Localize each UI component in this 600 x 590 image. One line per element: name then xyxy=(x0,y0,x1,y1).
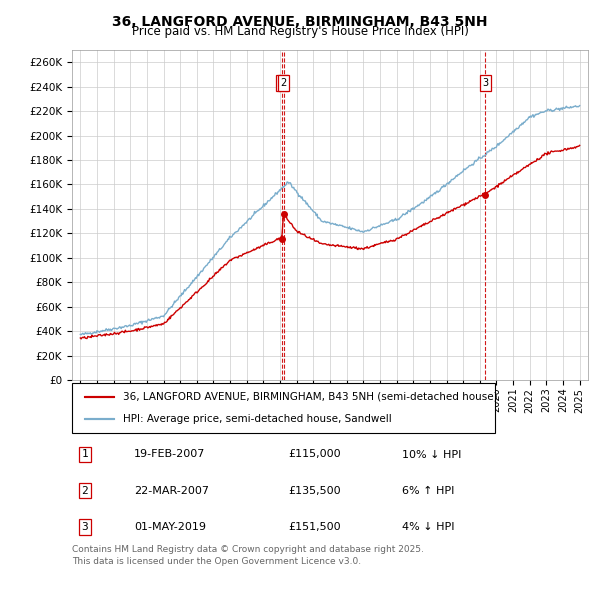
Text: 19-FEB-2007: 19-FEB-2007 xyxy=(134,450,205,460)
Text: 4% ↓ HPI: 4% ↓ HPI xyxy=(402,522,455,532)
Text: 3: 3 xyxy=(482,78,488,88)
Text: 3: 3 xyxy=(82,522,88,532)
Text: 2: 2 xyxy=(281,78,287,88)
Text: 10% ↓ HPI: 10% ↓ HPI xyxy=(402,450,461,460)
Text: £135,500: £135,500 xyxy=(289,486,341,496)
Text: 36, LANGFORD AVENUE, BIRMINGHAM, B43 5NH: 36, LANGFORD AVENUE, BIRMINGHAM, B43 5NH xyxy=(112,15,488,29)
Text: 1: 1 xyxy=(82,450,88,460)
Text: £151,500: £151,500 xyxy=(289,522,341,532)
Text: 2: 2 xyxy=(82,486,88,496)
FancyBboxPatch shape xyxy=(72,383,495,433)
Text: 01-MAY-2019: 01-MAY-2019 xyxy=(134,522,206,532)
Text: Contains HM Land Registry data © Crown copyright and database right 2025.
This d: Contains HM Land Registry data © Crown c… xyxy=(72,545,424,566)
Text: Price paid vs. HM Land Registry's House Price Index (HPI): Price paid vs. HM Land Registry's House … xyxy=(131,25,469,38)
Text: HPI: Average price, semi-detached house, Sandwell: HPI: Average price, semi-detached house,… xyxy=(123,414,392,424)
Text: 1: 1 xyxy=(279,78,285,88)
Text: £115,000: £115,000 xyxy=(289,450,341,460)
Text: 6% ↑ HPI: 6% ↑ HPI xyxy=(402,486,455,496)
Text: 22-MAR-2007: 22-MAR-2007 xyxy=(134,486,209,496)
Text: 36, LANGFORD AVENUE, BIRMINGHAM, B43 5NH (semi-detached house): 36, LANGFORD AVENUE, BIRMINGHAM, B43 5NH… xyxy=(123,392,497,402)
